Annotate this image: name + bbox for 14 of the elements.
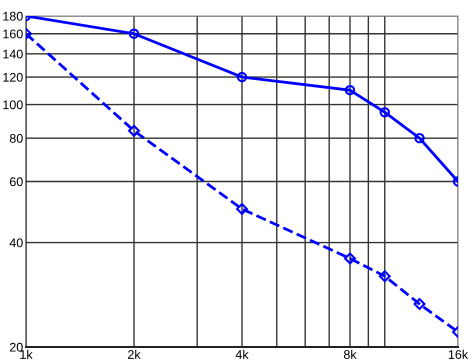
y-tick-label: 140 — [3, 50, 23, 59]
y-tick-label: 100 — [3, 100, 23, 110]
y-tick-label: 180 — [3, 12, 23, 21]
y-tick-label: 160 — [3, 30, 23, 38]
y-tick-label: 80 — [10, 134, 23, 143]
y-tick-label: 60 — [10, 177, 23, 186]
x-tick-label: 4k — [236, 350, 249, 359]
y-tick-label: 40 — [10, 238, 23, 248]
x-tick-label: 16k — [448, 350, 468, 359]
x-tick-label: 1k — [20, 350, 33, 359]
y-tick-label: 20 — [10, 342, 23, 352]
x-tick-label: 8k — [344, 350, 357, 359]
y-tick-label: 120 — [3, 72, 23, 82]
x-tick-label: 2k — [128, 350, 141, 359]
